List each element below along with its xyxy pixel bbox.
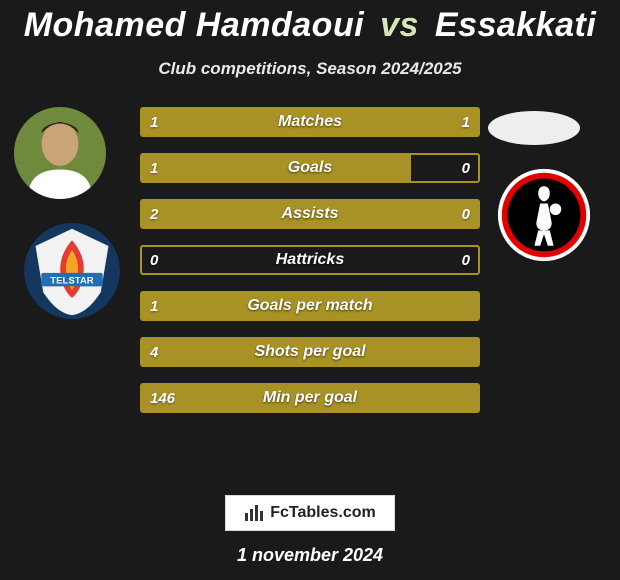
footer-logo: FcTables.com xyxy=(225,495,395,531)
stat-row: 146Min per goal xyxy=(140,383,480,413)
comparison-bars: 11Matches 10Goals 20Assists 00Hattricks 1Goa… xyxy=(140,107,480,429)
stat-label: Matches xyxy=(142,109,478,135)
comparison-stage: TELSTAR 11Matches 10Goals 20Assists 00Hattr… xyxy=(0,107,620,487)
stat-label: Min per goal xyxy=(142,385,478,411)
stat-label: Assists xyxy=(142,201,478,227)
player2-avatar xyxy=(488,111,580,145)
player1-club-badge: TELSTAR xyxy=(24,223,120,319)
title-player1: Mohamed Hamdaoui xyxy=(24,6,364,44)
stat-row: 10Goals xyxy=(140,153,480,183)
stat-row: 4Shots per goal xyxy=(140,337,480,367)
title-player2: Essakkati xyxy=(435,6,596,44)
footer-date: 1 november 2024 xyxy=(0,545,620,566)
stat-row: 11Matches xyxy=(140,107,480,137)
stat-label: Hattricks xyxy=(142,247,478,273)
player1-avatar xyxy=(14,107,106,199)
stat-label: Goals xyxy=(142,155,478,181)
player2-club-badge xyxy=(496,167,592,263)
subtitle: Club competitions, Season 2024/2025 xyxy=(0,59,620,79)
stat-row: 1Goals per match xyxy=(140,291,480,321)
stat-label: Goals per match xyxy=(142,293,478,319)
stat-row: 00Hattricks xyxy=(140,245,480,275)
bars-icon xyxy=(244,505,264,521)
svg-text:TELSTAR: TELSTAR xyxy=(50,275,94,286)
footer-logo-text: FcTables.com xyxy=(270,504,376,522)
stat-label: Shots per goal xyxy=(142,339,478,365)
title-vs: vs xyxy=(380,6,419,44)
page-title: Mohamed Hamdaoui vs Essakkati xyxy=(0,0,620,45)
stat-row: 20Assists xyxy=(140,199,480,229)
